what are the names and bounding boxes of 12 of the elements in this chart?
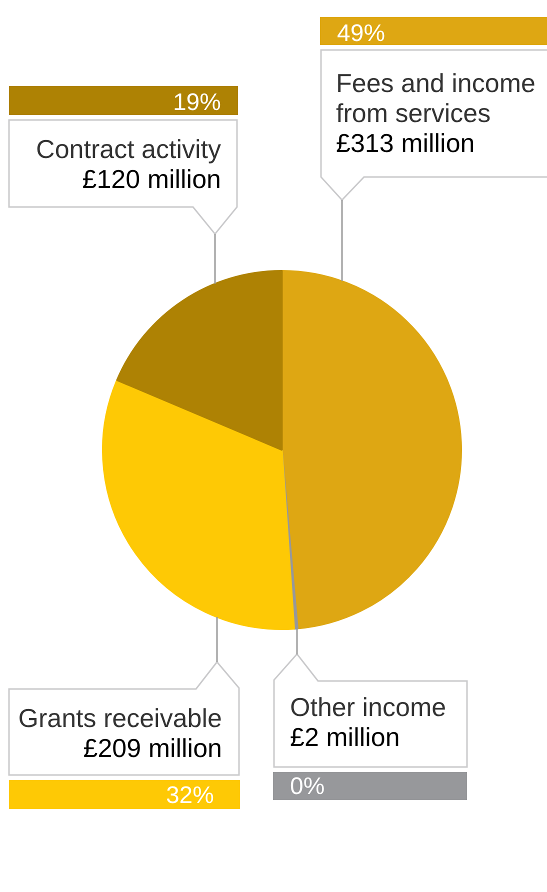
data-label: £2 million bbox=[290, 722, 401, 752]
slice-label: Grants receivable bbox=[18, 703, 222, 733]
slice-label: Other income bbox=[290, 692, 448, 722]
data-label: £120 million bbox=[81, 164, 221, 194]
data-label: £313 million bbox=[336, 128, 476, 158]
slice-label: Contract activity bbox=[36, 134, 221, 164]
text: 19% bbox=[172, 89, 221, 117]
text: 49% bbox=[337, 20, 386, 48]
text: 0% bbox=[290, 773, 325, 801]
text: 32% bbox=[166, 782, 214, 810]
data-label: £209 million bbox=[82, 733, 222, 763]
slice-label: Fees and income from services bbox=[336, 68, 536, 128]
